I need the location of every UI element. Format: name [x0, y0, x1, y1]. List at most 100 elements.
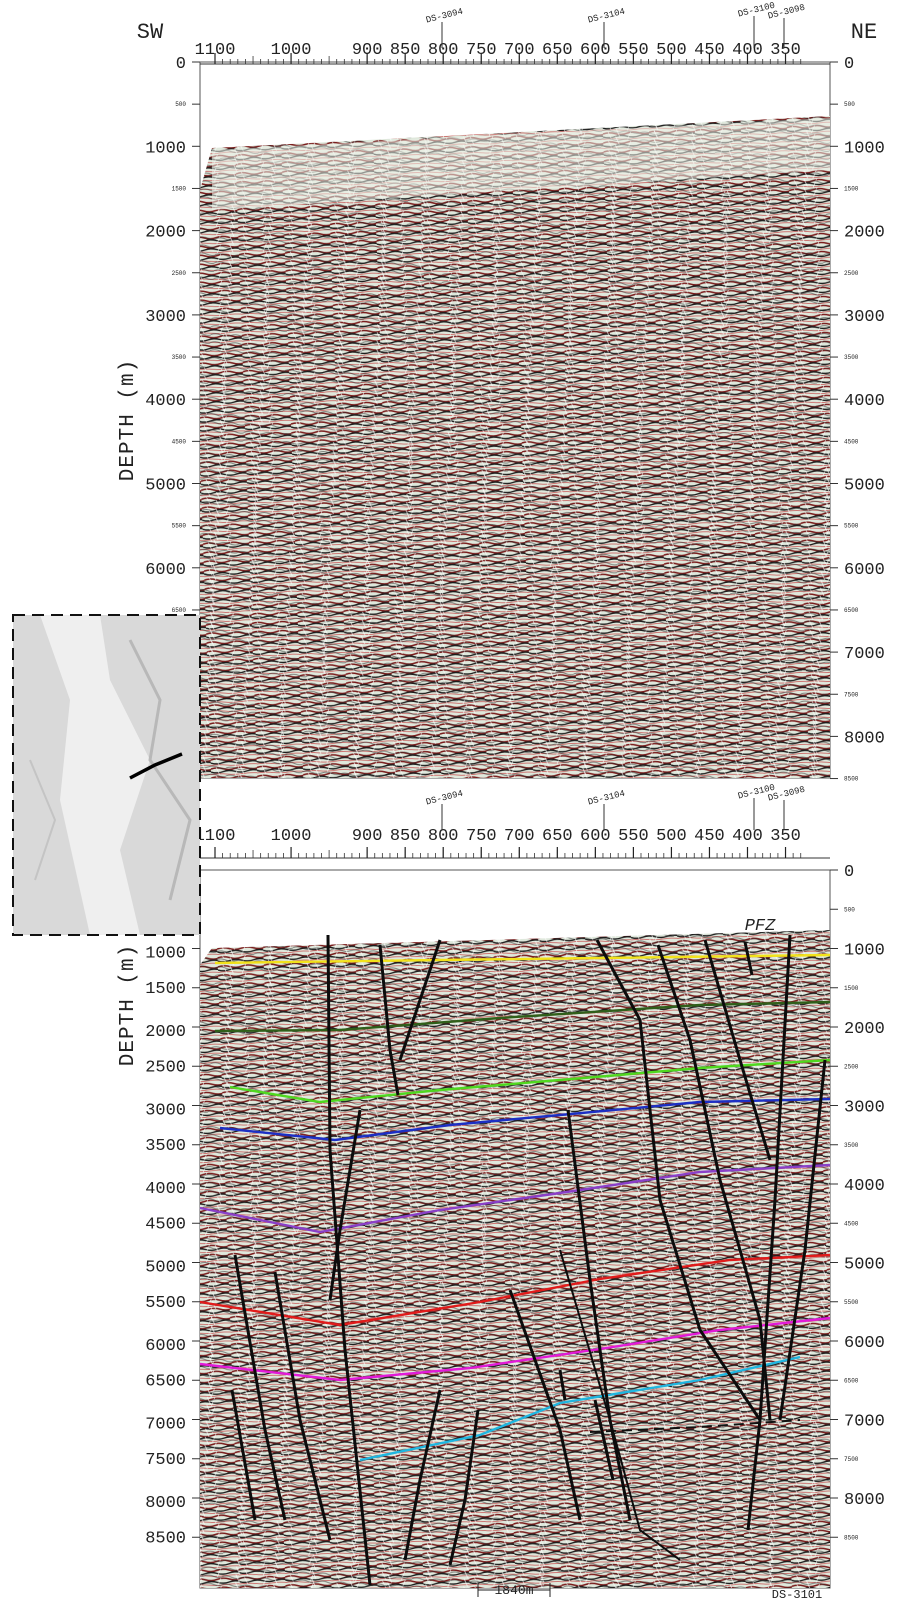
bottom-seismic-overlay [200, 930, 830, 1588]
y-tick-label: 2500 [844, 1063, 859, 1070]
y-tick-label: 4000 [145, 392, 186, 411]
y-tick-label: 3000 [844, 1099, 885, 1118]
y-tick-label: 5500 [844, 1299, 859, 1306]
horizon-blue [219, 1097, 831, 1142]
y-tick-label: 7500 [844, 1456, 859, 1463]
fault [448, 1409, 480, 1566]
fault [593, 1399, 615, 1481]
y-tick-label: 8500 [844, 1534, 859, 1541]
x-tick-label: 650 [542, 41, 573, 60]
x-tick-label: 800 [428, 827, 459, 846]
scale-bar-label: 1840m [494, 1583, 533, 1598]
y-tick-label: 7500 [145, 1451, 186, 1470]
y-tick-label: 0 [844, 55, 854, 74]
x-tick-label: 750 [466, 41, 497, 60]
bottom-section [199, 869, 831, 1597]
x-tick-label: 900 [352, 41, 383, 60]
y-tick-label: 4500 [844, 1220, 859, 1227]
x-tick-label: 1100 [195, 827, 236, 846]
y-tick-label: 8000 [844, 1491, 885, 1510]
y-tick-label: 1500 [172, 185, 187, 192]
inset-map [12, 614, 201, 936]
y-tick-label: 500 [175, 101, 186, 108]
fault-zone-label: PFZ [745, 917, 776, 936]
y-tick-label: 6000 [844, 1334, 885, 1353]
y-tick-label: 3000 [145, 308, 186, 327]
y-tick-label: 8000 [145, 1494, 186, 1513]
y-tick-label: 1500 [844, 185, 859, 192]
y-tick-label: 6000 [145, 561, 186, 580]
x-tick-label: 750 [466, 827, 497, 846]
direction-left: SW [137, 20, 164, 45]
well-label: DS-3104 [587, 789, 626, 808]
y-tick-label: 6000 [145, 1337, 186, 1356]
horizon-purple [199, 1163, 831, 1234]
x-tick-label: 450 [694, 41, 725, 60]
x-tick-label: 1000 [271, 827, 312, 846]
x-tick-label: 600 [580, 827, 611, 846]
horizon-red [199, 1253, 831, 1327]
well-label: DS-3094 [425, 7, 464, 26]
horizon-cyan [359, 1355, 801, 1462]
top-seismic-overlay [200, 116, 830, 778]
x-tick-label: 450 [694, 827, 725, 846]
fault [558, 1369, 567, 1401]
y-tick-label: 1000 [145, 945, 186, 964]
x-tick-label: 1100 [195, 41, 236, 60]
horizon-dark-green [214, 1000, 831, 1033]
scale-bar [477, 1583, 551, 1597]
y-tick-label: 3500 [172, 354, 187, 361]
y-tick-label: 8500 [844, 776, 859, 783]
y-tick-label: 1000 [844, 942, 885, 961]
y-tick-label: 0 [844, 863, 854, 882]
inset-ridge [29, 759, 57, 881]
y-tick-label: 2500 [145, 1058, 186, 1077]
fault [398, 939, 442, 1061]
fault [778, 1059, 827, 1421]
inset-valley [40, 615, 150, 935]
direction-right: NE [851, 20, 877, 45]
y-tick-label: 3500 [145, 1137, 186, 1156]
fault [273, 1271, 332, 1541]
y-tick-label: 8500 [145, 1529, 186, 1548]
x-tick-label: 850 [390, 41, 421, 60]
horizon-light-green [229, 1058, 831, 1104]
x-tick-label: 350 [770, 41, 801, 60]
y-tick-label: 5000 [145, 1259, 186, 1278]
y-tick-label: 2000 [145, 224, 186, 243]
y-tick-label: 500 [844, 906, 855, 913]
well-label: DS-3104 [587, 7, 626, 26]
y-tick-label: 2000 [145, 1023, 186, 1042]
x-tick-label: 700 [504, 41, 535, 60]
fault [230, 1389, 257, 1521]
y-tick-label: 6500 [145, 1372, 186, 1391]
top-section [199, 61, 831, 779]
x-tick-label: 850 [390, 827, 421, 846]
fault [595, 939, 762, 1421]
fault [743, 941, 754, 976]
y-tick-label: 8000 [844, 729, 885, 748]
x-tick-label: 500 [656, 41, 687, 60]
y-tick-label: 5000 [145, 477, 186, 496]
y-tick-label: 4500 [844, 438, 859, 445]
y-tick-label: 4000 [844, 392, 885, 411]
y-tick-label: 1500 [844, 985, 859, 992]
y-tick-label: 6500 [172, 607, 187, 614]
y-tick-label: 6000 [844, 561, 885, 580]
y-tick-label: 2500 [172, 270, 187, 277]
horizon-dashed [589, 1419, 801, 1433]
y-tick-label: 3500 [844, 354, 859, 361]
fault [328, 1109, 362, 1301]
x-tick-label: 400 [732, 827, 763, 846]
fault [233, 1254, 287, 1521]
y-tick-label: 5000 [844, 1256, 885, 1275]
y-tick-label: 2500 [844, 270, 859, 277]
x-tick-label: 400 [732, 41, 763, 60]
y-tick-label: 500 [844, 101, 855, 108]
y-tick-label: 5500 [172, 523, 187, 530]
y-tick-label: 1500 [145, 980, 186, 999]
x-tick-label: 800 [428, 41, 459, 60]
x-tick-label: 550 [618, 827, 649, 846]
fault [559, 1249, 681, 1561]
